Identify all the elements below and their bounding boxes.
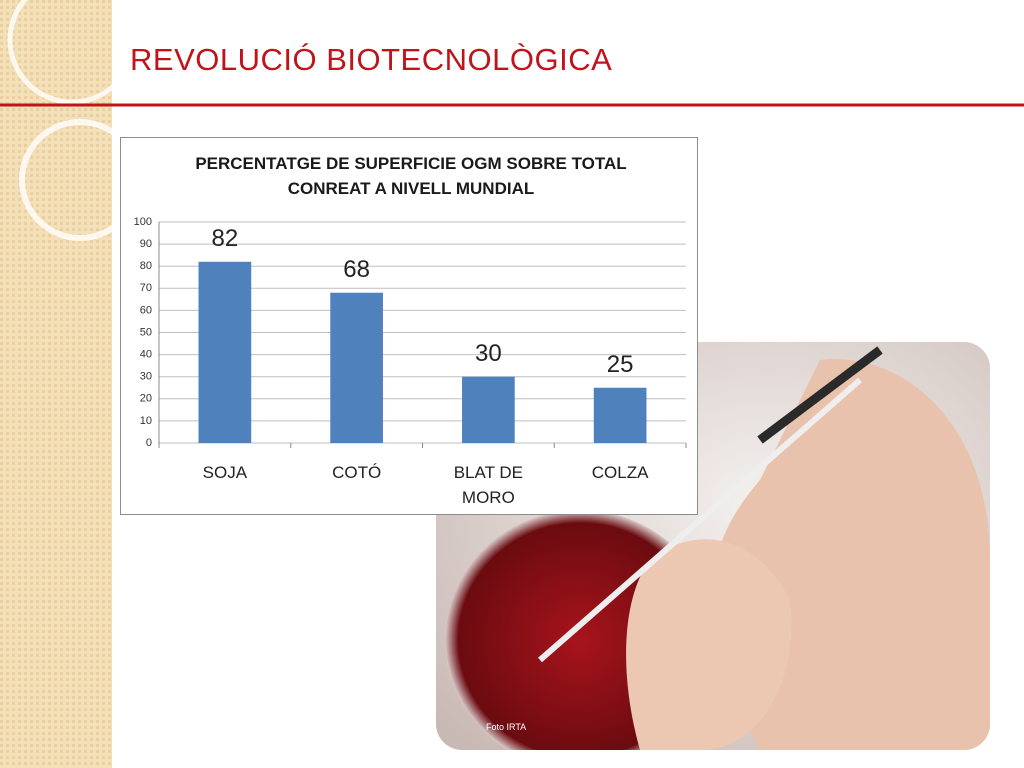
- y-tick-label: 10: [140, 415, 152, 427]
- photo-credit: Foto IRTA: [486, 722, 527, 732]
- photo: [436, 342, 990, 750]
- y-tick-label: 0: [146, 437, 152, 449]
- chart: PERCENTATGE DE SUPERFICIE OGM SOBRE TOTA…: [120, 137, 698, 515]
- y-tick-label: 50: [140, 326, 152, 338]
- x-tick-label: SOJA: [202, 463, 248, 482]
- x-tick-label: BLAT DE MORO: [453, 463, 524, 507]
- chart-title: PERCENTATGE DE SUPERFICIE OGM SOBRE TOTA…: [195, 154, 627, 198]
- side-band: [0, 0, 112, 768]
- x-tick-label: COLZA: [591, 463, 649, 482]
- value-label: 82: [212, 225, 239, 252]
- value-label: 30: [475, 340, 502, 367]
- bar: [593, 387, 647, 443]
- y-tick-label: 70: [140, 282, 152, 294]
- x-tick-label: COTÓ: [332, 463, 382, 482]
- value-label: 68: [343, 256, 370, 283]
- y-tick-label: 100: [134, 216, 152, 228]
- y-tick-label: 40: [140, 349, 152, 361]
- y-tick-label: 30: [140, 371, 152, 383]
- slide-title: REVOLUCIÓ BIOTECNOLÒGICA: [130, 42, 613, 77]
- y-tick-label: 60: [140, 304, 152, 316]
- y-tick-label: 20: [140, 393, 152, 405]
- y-tick-label: 90: [140, 238, 152, 250]
- bar: [330, 292, 383, 443]
- value-label: 25: [607, 351, 634, 378]
- ring: [7, 0, 137, 105]
- y-tick-label: 80: [140, 260, 152, 272]
- bar: [462, 376, 515, 443]
- plot: 0 10 20 30 40 50 60 70 80 90 100 82 68 30 25: [134, 216, 687, 449]
- bar: [198, 261, 252, 443]
